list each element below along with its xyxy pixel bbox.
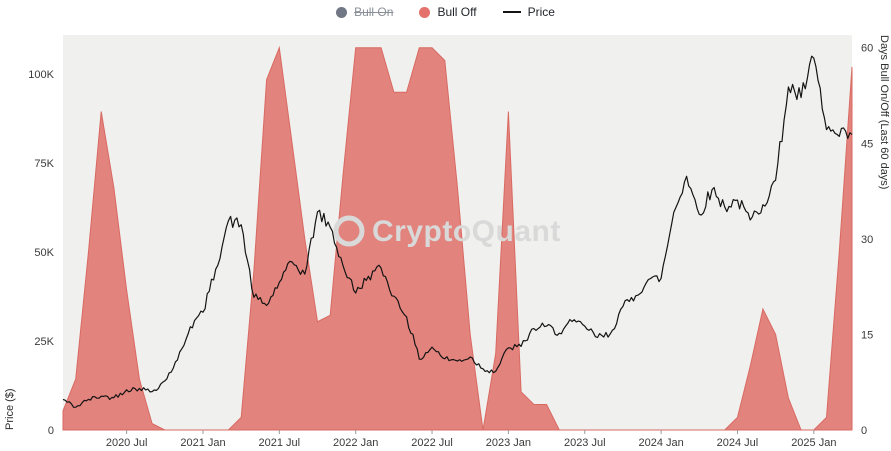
y-right-tick-label: 0 (861, 425, 867, 437)
left-axis-title: Price ($) (4, 388, 16, 430)
legend-label-price: Price (527, 5, 555, 19)
x-tick-label: 2024 Jan (638, 437, 683, 449)
y-left-tick-label: 75K (34, 158, 54, 170)
axis-ticks-layer: 0 25K 50K 75K 100K 0 15 30 45 60 2020 Jul 2021 Jan 2… (28, 43, 873, 449)
x-tick-label: 2022 Jan (333, 437, 378, 449)
legend-label-bull-on: Bull On (354, 5, 394, 19)
legend-item-bull-on[interactable]: Bull On (336, 5, 393, 19)
x-tick-label: 2025 Jan (791, 437, 836, 449)
x-tick-label: 2022 Jul (411, 437, 453, 449)
legend-item-bull-off[interactable]: Bull Off (419, 5, 477, 19)
price-line-icon (502, 11, 521, 13)
watermark-text: CryptoQuant (372, 215, 561, 248)
y-left-tick-label: 0 (48, 425, 54, 437)
y-left-tick-label: 50K (34, 247, 54, 259)
x-tick-label: 2023 Jan (486, 437, 531, 449)
legend-label-bull-off: Bull Off (437, 5, 477, 19)
y-left-tick-label: 100K (28, 69, 54, 81)
cryptoquant-logo-icon (333, 215, 365, 247)
y-right-tick-label: 45 (861, 138, 873, 150)
right-axis-title: Days Bull On/Off (Last 60 days) (878, 35, 890, 190)
y-right-tick-label: 60 (861, 43, 873, 55)
x-tick-label: 2024 Jul (717, 437, 759, 449)
x-tick-label: 2023 Jul (564, 437, 606, 449)
y-right-tick-label: 15 (861, 329, 873, 341)
bull-off-dot-icon (419, 6, 431, 18)
price-line-layer (62, 55, 853, 408)
legend: Bull On Bull Off Price (0, 5, 891, 19)
x-tick-label: 2021 Jul (259, 437, 301, 449)
y-left-tick-label: 25K (34, 336, 54, 348)
bull-on-dot-icon (336, 6, 348, 18)
plot-layer (62, 35, 853, 431)
legend-item-price[interactable]: Price (502, 5, 555, 19)
x-tick-label: 2021 Jan (180, 437, 225, 449)
watermark: CryptoQuant (333, 215, 561, 248)
y-right-tick-label: 30 (861, 234, 873, 246)
x-tick-label: 2020 Jul (106, 437, 148, 449)
price-line (62, 55, 853, 408)
bull-off-area (62, 45, 853, 431)
